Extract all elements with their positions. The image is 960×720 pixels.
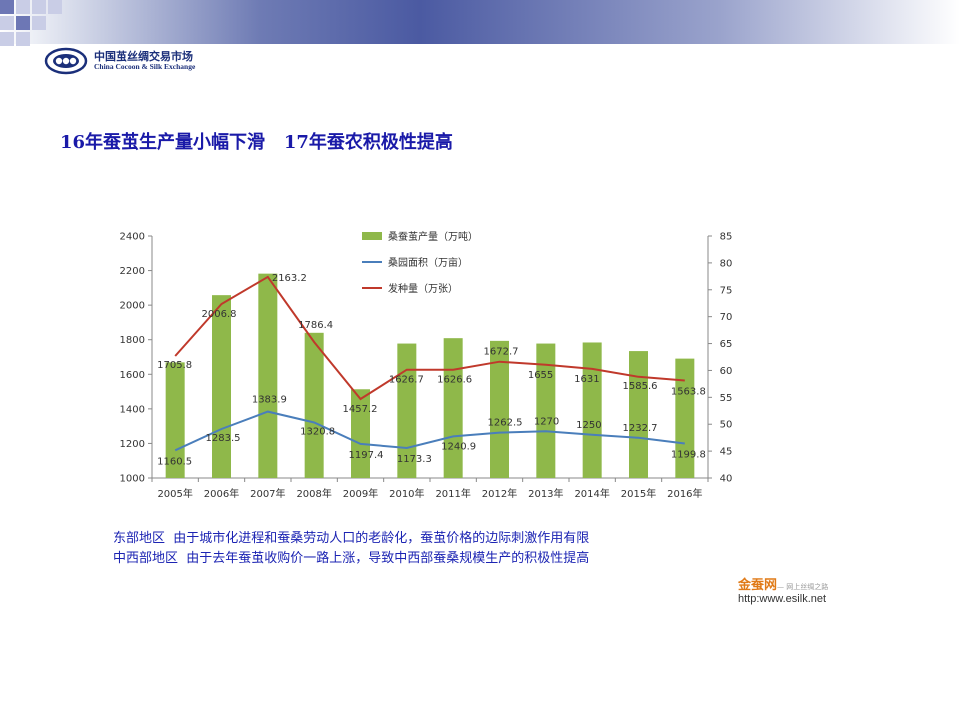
production-bar xyxy=(258,273,278,478)
legend-label: 发种量（万张） xyxy=(388,282,458,295)
production-bar xyxy=(443,338,463,478)
mulberry-area-label: 1197.4 xyxy=(349,450,384,461)
x-tick-label: 2009年 xyxy=(343,487,378,500)
chart-svg: 1000 1200 1400 1600 1800 2000 2200 2400 40 45 50 55… xyxy=(120,230,733,500)
seed-issue-label: 1457.2 xyxy=(343,404,378,415)
seed-issue-label: 1655 xyxy=(528,370,553,381)
brand-name: 金蚕网 xyxy=(738,578,778,593)
production-bar xyxy=(490,340,509,478)
x-tick-label: 2014年 xyxy=(574,487,609,500)
logo-en-text: China Cocoon & Silk Exchange xyxy=(94,61,196,71)
seed-issue-label: 1626.6 xyxy=(437,375,472,386)
y-left-tick-label: 1400 xyxy=(120,404,145,415)
mulberry-area-label: 1250 xyxy=(576,420,601,431)
x-tick-label: 2016年 xyxy=(667,487,702,500)
brand-url: http:www.esilk.net xyxy=(738,593,827,606)
seed-issue-label: 2006.8 xyxy=(202,309,237,320)
y-left-tick-label: 2000 xyxy=(120,301,145,312)
mulberry-area-label: 1262.5 xyxy=(488,418,523,429)
y-right-tick-label: 75 xyxy=(720,285,733,296)
esilk-brand: 金蚕网— 网上丝绸之路 http:www.esilk.net xyxy=(738,575,828,605)
x-tick-label: 2010年 xyxy=(389,487,424,500)
y-right-tick-label: 55 xyxy=(720,393,733,404)
combo-chart: 1000 1200 1400 1600 1800 2000 2200 2400 40 45 50 55… xyxy=(100,220,770,510)
x-tick-label: 2008年 xyxy=(296,487,331,500)
y-left-tick-label: 1600 xyxy=(120,370,145,381)
mulberry-area-line xyxy=(174,410,685,452)
y-right-tick-label: 45 xyxy=(720,447,733,458)
y-left-tick-label: 2200 xyxy=(120,266,145,277)
mulberry-area-label: 1240.9 xyxy=(441,441,476,452)
x-tick-label: 2006年 xyxy=(204,487,239,500)
seed-issue-label: 1563.8 xyxy=(671,387,706,398)
mulberry-area-label: 1283.5 xyxy=(206,433,241,444)
x-tick-label: 2015年 xyxy=(621,487,656,500)
x-tick-label: 2011年 xyxy=(435,487,470,500)
y-right-tick-label: 50 xyxy=(720,420,733,431)
production-bar xyxy=(582,342,602,478)
production-bar xyxy=(629,351,648,478)
seed-issue-label: 1705.8 xyxy=(157,360,192,371)
x-tick-label: 2013年 xyxy=(528,487,563,500)
seed-issue-label: 1672.7 xyxy=(484,347,519,358)
seed-issue-label: 1585.6 xyxy=(623,381,658,392)
x-tick-label: 2007年 xyxy=(250,487,285,500)
y-right-tick-label: 65 xyxy=(720,339,733,350)
production-bar xyxy=(536,343,556,478)
y-left-tick-label: 1800 xyxy=(120,335,145,346)
production-bar xyxy=(675,358,695,478)
slide-title: 16年蚕茧生产量小幅下滑 17年蚕农积极性提高 xyxy=(60,132,453,153)
y-left-tick-label: 2400 xyxy=(120,232,145,243)
y-right-tick-label: 80 xyxy=(720,258,733,269)
y-left-tick-label: 1000 xyxy=(120,474,145,485)
seed-issue-label: 1631 xyxy=(574,374,599,385)
mulberry-area-label: 1232.7 xyxy=(623,423,658,434)
y-left-tick-label: 1200 xyxy=(120,439,145,450)
production-bar xyxy=(397,343,417,478)
y-right-tick-label: 70 xyxy=(720,312,733,323)
note-east: 东部地区 由于城市化进程和蚕桑劳动人口的老龄化，蚕茧价格的边际刺激作用有限 xyxy=(113,531,590,546)
brand-slogan: — 网上丝绸之路 xyxy=(777,583,829,591)
x-tick-label: 2005年 xyxy=(157,487,192,500)
seed-issue-line xyxy=(174,275,685,401)
note-central-west: 中西部地区 由于去年蚕茧收购价一路上涨，导致中西部蚕桑规模生产的积极性提高 xyxy=(113,551,590,566)
mulberry-area-label: 1320.8 xyxy=(300,427,335,438)
mulberry-area-label: 1173.3 xyxy=(397,454,432,465)
production-bar xyxy=(304,332,324,478)
y-right-tick-label: 40 xyxy=(720,474,733,485)
mulberry-area-label: 1199.8 xyxy=(671,449,706,460)
y-right-tick-label: 60 xyxy=(720,366,733,377)
x-tick-label: 2012年 xyxy=(482,487,517,500)
legend-label: 桑蚕茧产量（万吨） xyxy=(388,230,478,243)
header-band xyxy=(0,0,960,44)
header-decoration xyxy=(0,0,90,60)
seed-issue-label: 1786.4 xyxy=(298,320,333,331)
exchange-logo: 中国茧丝绸交易市场 China Cocoon & Silk Exchange xyxy=(44,44,195,78)
mulberry-area-label: 1270 xyxy=(534,416,559,427)
seed-issue-label: 2163.2 xyxy=(272,273,307,284)
legend-label: 桑园面积（万亩） xyxy=(388,256,468,269)
production-bar xyxy=(351,389,370,478)
legend-swatch-bar xyxy=(362,232,382,240)
mulberry-area-label: 1160.5 xyxy=(157,456,192,467)
y-right-tick-label: 85 xyxy=(720,232,733,243)
mulberry-area-label: 1383.9 xyxy=(252,395,287,406)
seed-issue-label: 1626.7 xyxy=(389,375,424,386)
logo-cn-text: 中国茧丝绸交易市场 xyxy=(94,50,193,64)
production-bar xyxy=(212,295,231,478)
ccse-logo-icon xyxy=(44,47,88,75)
